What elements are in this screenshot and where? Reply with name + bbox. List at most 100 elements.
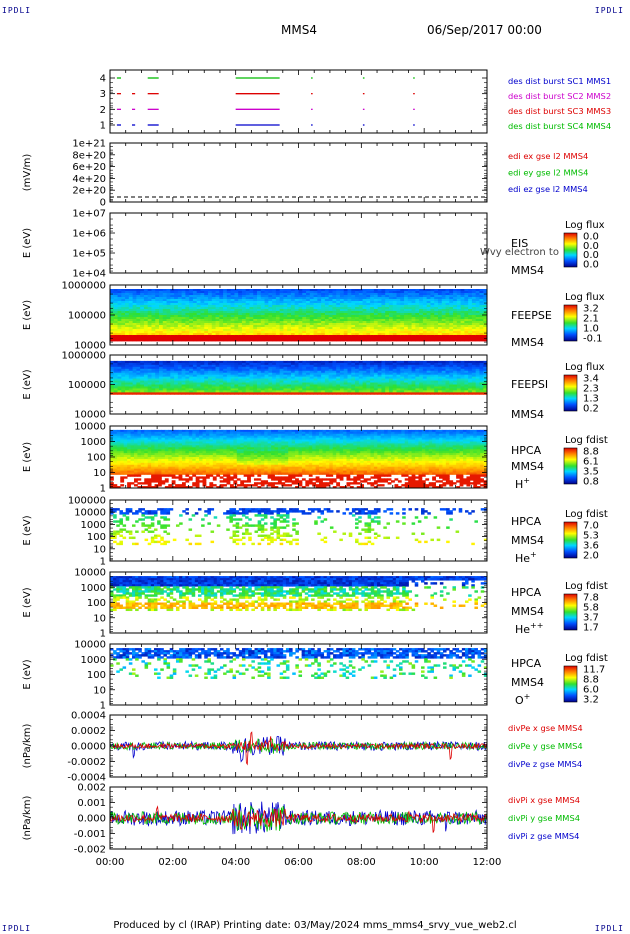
heatmap-cell: [121, 323, 126, 326]
heatmap-cell: [113, 437, 118, 440]
heatmap-cell: [162, 362, 167, 366]
heatmap-cell: [430, 329, 435, 332]
heatmap-cell: [211, 331, 216, 334]
heatmap-cell: [192, 429, 197, 433]
heatmap-cell: [128, 299, 134, 302]
heatmap-cell: [362, 319, 367, 322]
heatmap-cell: [123, 464, 128, 468]
heatmap-cell: [411, 309, 416, 312]
heatmap-cell: [302, 368, 307, 372]
heatmap-cell: [392, 337, 397, 340]
heatmap-cell: [154, 453, 159, 456]
heatmap-cell: [460, 303, 465, 306]
heatmap-cell: [430, 291, 435, 294]
heatmap-cell: [208, 325, 213, 328]
heatmap-cell: [234, 380, 239, 383]
heatmap-cell: [355, 311, 360, 314]
heatmap-cell: [464, 333, 469, 336]
heatmap-cell: [159, 378, 164, 381]
heatmap-cell: [309, 384, 314, 387]
heatmap-cell: [196, 372, 201, 376]
heatmap-cell: [130, 455, 135, 458]
heatmap-cell: [121, 295, 126, 298]
heatmap-cell: [245, 297, 250, 300]
heatmap-cell: [151, 429, 155, 433]
heatmap-cell: [290, 335, 296, 338]
heatmap-cell: [140, 486, 145, 489]
heatmap-cell: [483, 339, 488, 342]
heatmap-cell: [241, 331, 247, 334]
heatmap-cell: [441, 305, 446, 308]
heatmap-cell: [415, 309, 420, 312]
heatmap-cell: [434, 333, 439, 336]
heatmap-cell: [181, 333, 186, 336]
heatmap-cell: [449, 370, 454, 374]
heatmap-cell: [117, 390, 122, 393]
heatmap-cell: [223, 360, 228, 364]
heatmap-cell: [362, 390, 367, 393]
heatmap-cell: [257, 374, 262, 378]
heatmap-cell: [136, 392, 141, 395]
heatmap-cell: [460, 370, 465, 374]
heatmap-cell: [471, 382, 477, 385]
heatmap-cell: [151, 289, 156, 292]
heatmap-cell: [174, 360, 179, 364]
heatmap-cell: [171, 431, 176, 435]
heatmap-cell: [143, 321, 149, 324]
heatmap-cell: [125, 386, 130, 389]
heatmap-cell: [128, 319, 134, 322]
heatmap-cell: [437, 299, 443, 302]
heatmap-cell: [400, 337, 405, 340]
heatmap-cell: [175, 476, 179, 479]
heatmap-cell: [453, 372, 458, 376]
heatmap-cell: [453, 317, 458, 320]
heatmap-cell: [223, 384, 228, 387]
heatmap-cell: [392, 323, 397, 326]
heatmap-cell: [204, 374, 209, 378]
heatmap-cell: [174, 388, 179, 391]
heatmap-cell: [460, 313, 465, 316]
heatmap-cell: [434, 386, 439, 389]
heatmap-cell: [385, 366, 390, 370]
heatmap-cell: [419, 299, 424, 302]
heatmap-cell: [238, 339, 243, 342]
heatmap-cell: [223, 307, 228, 310]
heatmap-cell: [159, 366, 164, 370]
heatmap-cell: [264, 368, 269, 372]
heatmap-cell: [339, 335, 345, 338]
heatmap-cell: [324, 311, 330, 314]
heatmap-cell: [373, 382, 379, 385]
heatmap-cell: [230, 291, 235, 294]
heatmap-cell: [419, 325, 424, 328]
heatmap-cell: [164, 466, 169, 470]
heatmap-cell: [234, 291, 239, 294]
heatmap-cell: [260, 325, 265, 328]
heatmap-cell: [200, 374, 205, 378]
heatmap-cell: [192, 433, 197, 437]
heatmap-cell: [328, 333, 333, 336]
heatmap-cell: [400, 360, 405, 364]
heatmap-cell: [343, 299, 348, 302]
heatmap-cell: [275, 323, 281, 326]
heatmap-cell: [324, 337, 330, 340]
heatmap-cell: [147, 480, 152, 483]
heatmap-cell: [422, 382, 428, 385]
heatmap-cell: [385, 335, 390, 338]
heatmap-cell: [279, 339, 284, 342]
heatmap-cell: [434, 368, 439, 372]
heatmap-cell: [125, 380, 130, 383]
heatmap-cell: [200, 370, 205, 374]
heatmap-cell: [136, 315, 141, 318]
heatmap-cell: [419, 374, 424, 378]
heatmap-cell: [133, 455, 138, 458]
heatmap-cell: [238, 319, 243, 322]
heatmap-cell: [336, 305, 341, 308]
heatmap-cell: [332, 390, 337, 393]
heatmap-cell: [328, 364, 333, 368]
heatmap-cell: [175, 431, 179, 435]
heatmap-cell: [181, 313, 186, 316]
heatmap-cell: [268, 388, 273, 391]
heatmap-cell: [366, 380, 371, 383]
heatmap-cell: [264, 386, 269, 389]
heatmap-cell: [127, 458, 131, 462]
